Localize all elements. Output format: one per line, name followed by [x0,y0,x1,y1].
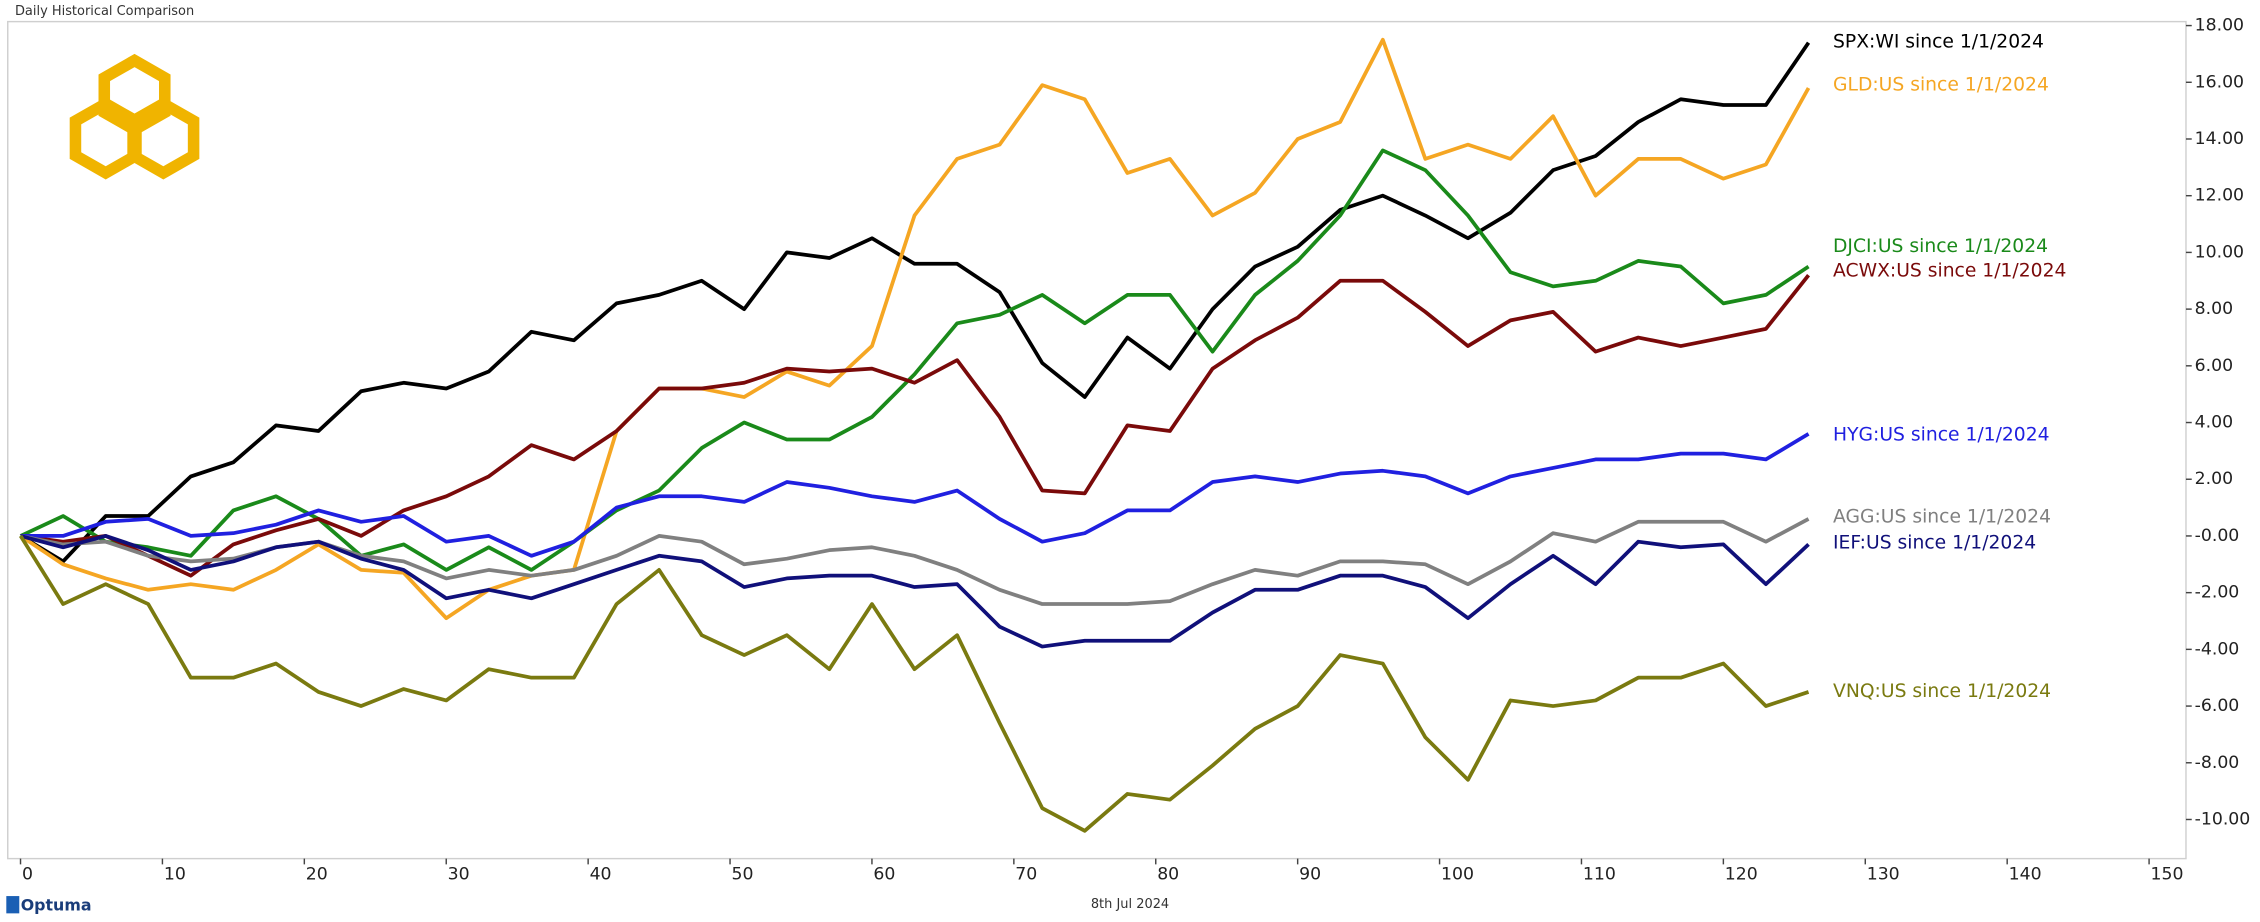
series-line [20,273,1811,578]
y-tick-label: -8.00 [2195,753,2240,773]
y-tick-label: 12.00 [2195,186,2244,206]
y-tick-label: 16.00 [2195,72,2244,92]
y-tick-label: 2.00 [2195,469,2233,489]
y-tick-label: -6.00 [2195,696,2240,716]
chart-title: Daily Historical Comparison [15,4,194,19]
y-tick-label: 4.00 [2195,413,2233,433]
series-label: VNQ:US since 1/1/2024 [1833,681,2051,702]
x-tick-label: 100 [1441,864,1474,884]
series-line [19,41,1811,564]
series-label: AGG:US since 1/1/2024 [1833,507,2051,528]
x-tick-label: 60 [873,864,895,884]
y-tick-label: 8.00 [2195,299,2233,319]
x-tick-label: 10 [164,864,186,884]
x-tick-label: 30 [448,864,470,884]
series-line [20,432,1810,558]
series-label: DJCI:US since 1/1/2024 [1833,236,2048,257]
y-tick-label: 14.00 [2195,129,2244,149]
x-tick-label: 0 [22,864,33,884]
brand-icon [6,896,20,914]
series-label: SPX:WI since 1/1/2024 [1833,31,2044,52]
series-label: ACWX:US since 1/1/2024 [1833,260,2066,281]
series-line [19,37,1811,621]
y-tick-label: -4.00 [2195,639,2240,659]
y-tick-label: -2.00 [2195,583,2240,603]
x-tick-label: 40 [590,864,612,884]
series-label: IEF:US since 1/1/2024 [1833,533,2036,554]
x-tick-label: 80 [1157,864,1179,884]
series-label: HYG:US since 1/1/2024 [1833,425,2050,446]
plot-frame [7,20,2187,860]
x-tick-label: 150 [2151,864,2184,884]
x-tick-label: 20 [306,864,328,884]
x-tick-label: 120 [1725,864,1758,884]
y-tick-label: 10.00 [2195,242,2244,262]
x-tick-label: 130 [1867,864,1900,884]
x-tick-label: 140 [2009,864,2042,884]
y-tick-label: 18.00 [2195,16,2244,36]
footer-date: 8th Jul 2024 [1091,897,1169,912]
footer [0,893,2260,922]
y-tick-label: 6.00 [2195,356,2233,376]
y-tick-label: -0.00 [2195,526,2240,546]
x-tick-label: 110 [1583,864,1616,884]
series-label: GLD:US since 1/1/2024 [1833,74,2049,95]
x-tick-label: 90 [1299,864,1321,884]
brand: Optuma [21,896,92,915]
y-tick-label: -10.00 [2195,809,2251,829]
logo [69,53,200,180]
x-tick-label: 50 [731,864,753,884]
series-line [20,534,1810,649]
x-tick-label: 70 [1015,864,1037,884]
series-line [18,534,1810,833]
